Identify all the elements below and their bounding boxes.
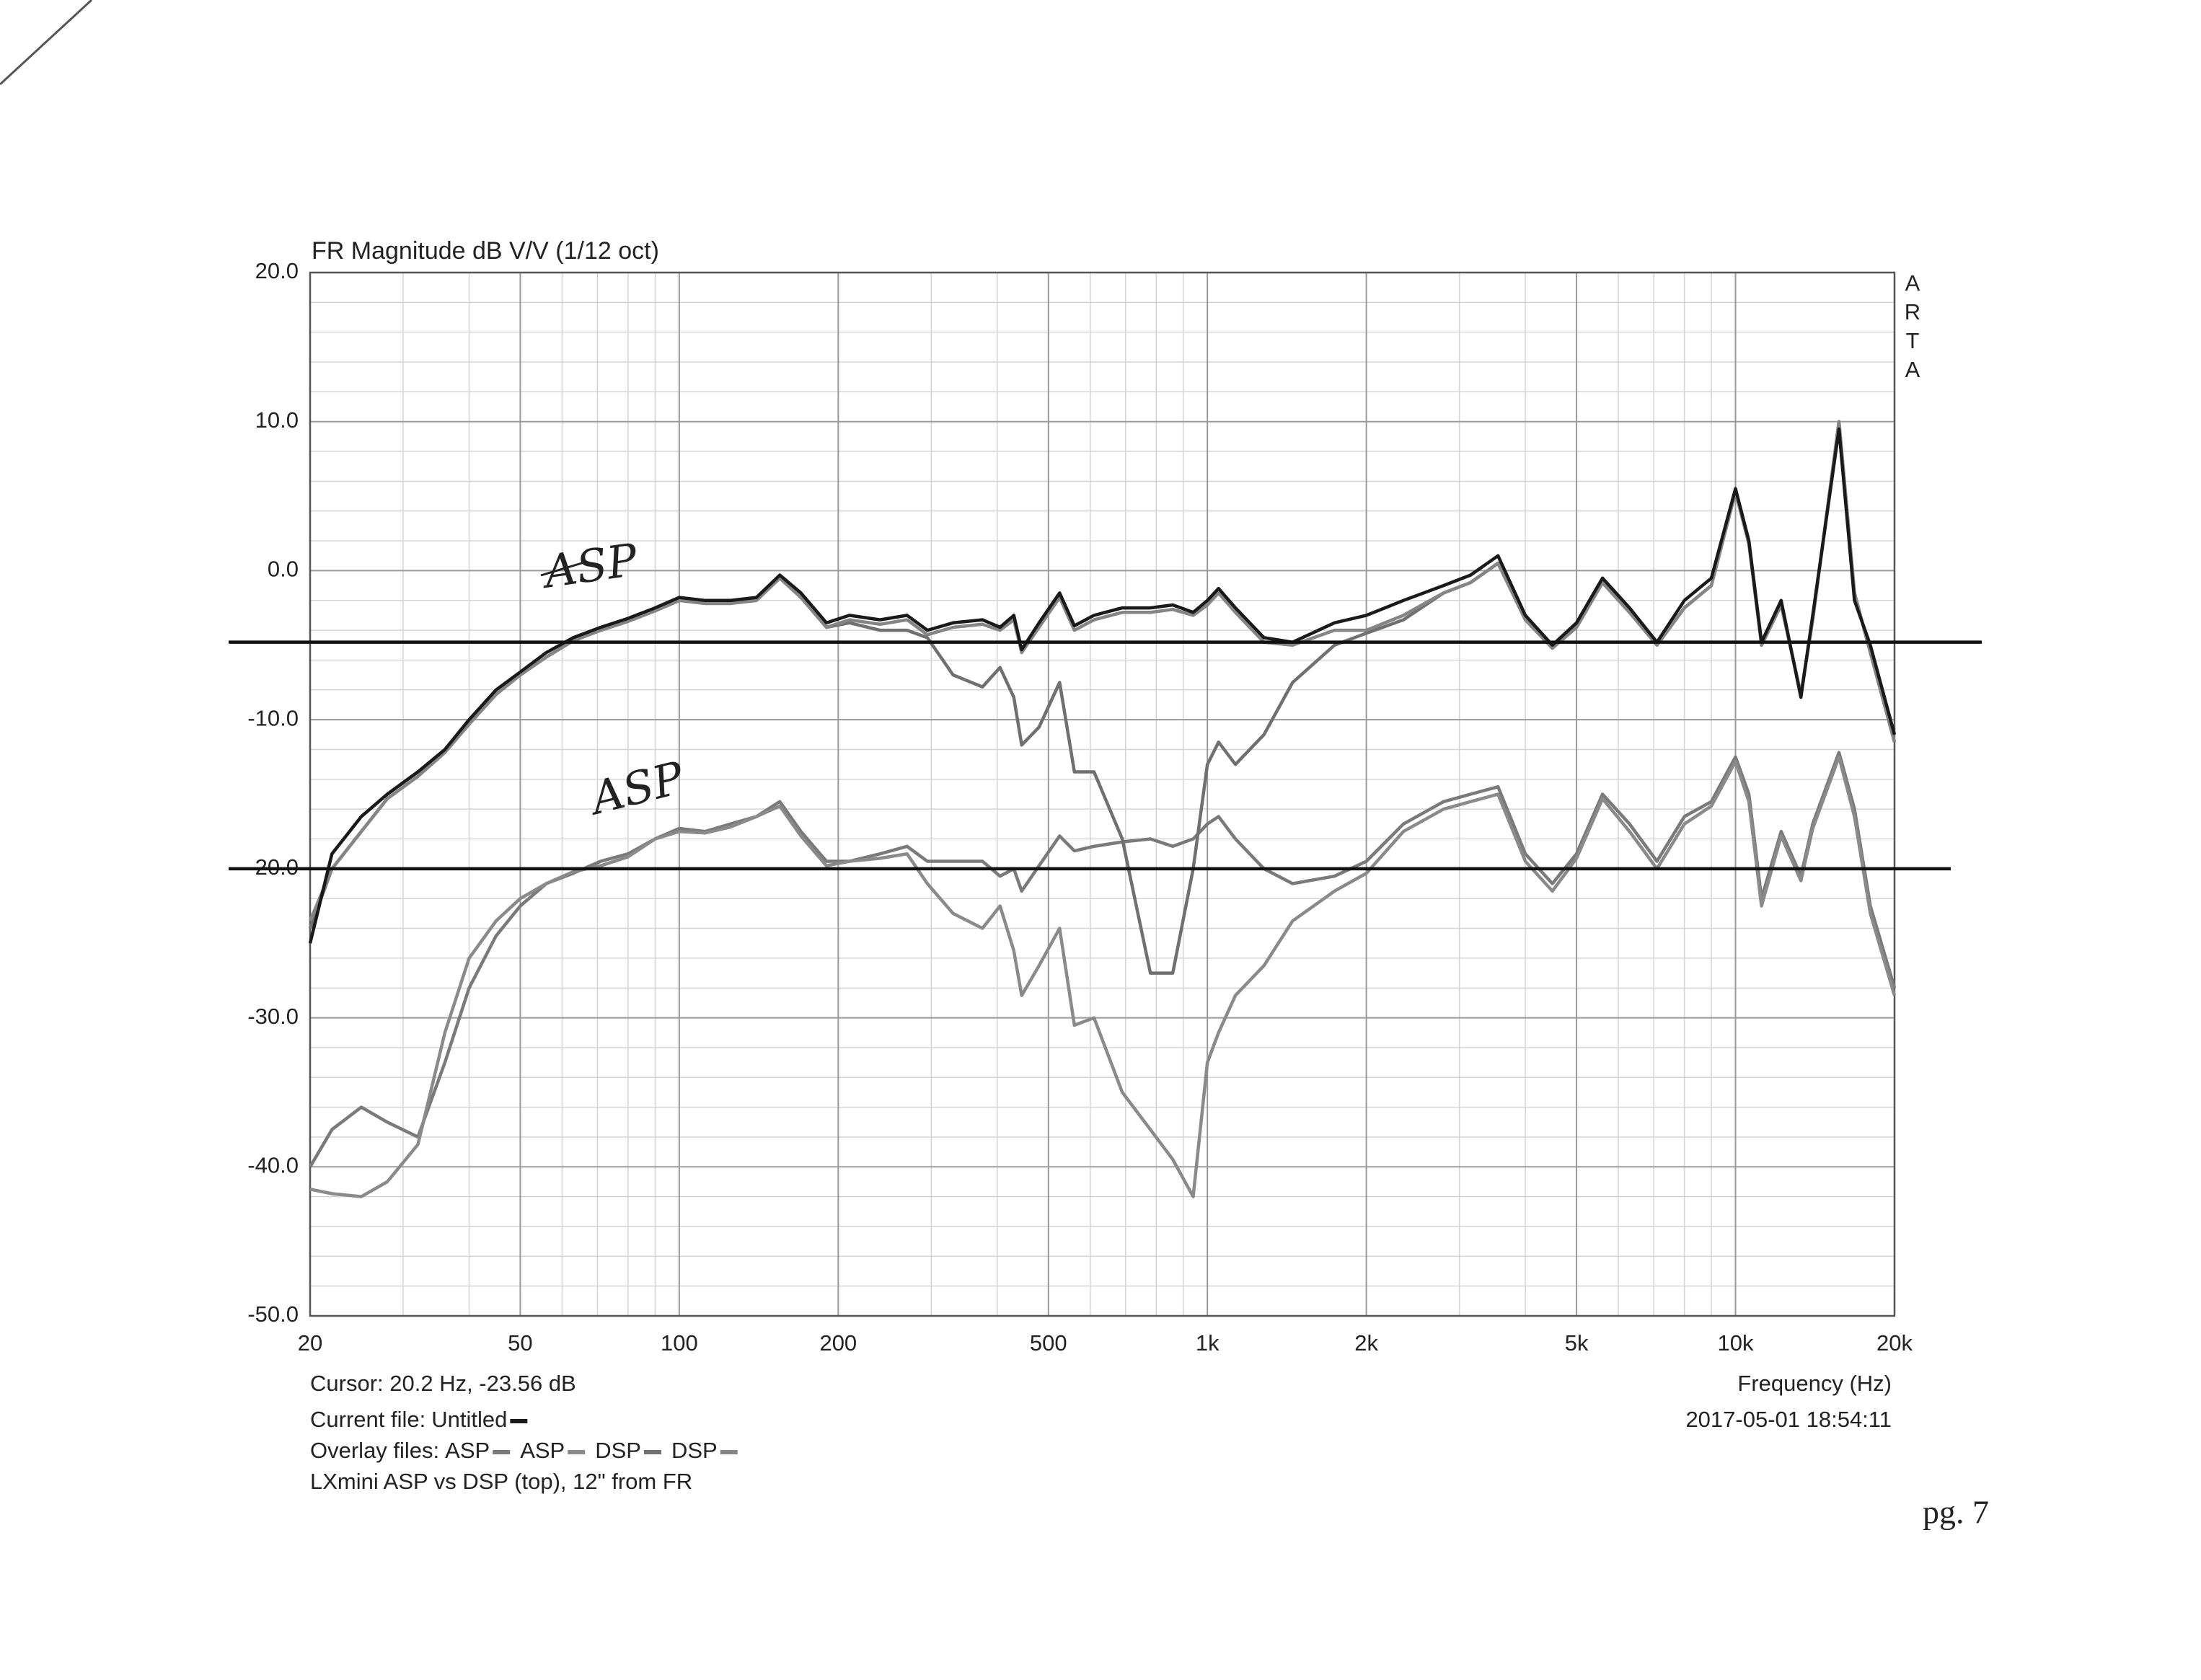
legend-swatch xyxy=(510,1419,528,1423)
x-tick-label: 100 xyxy=(661,1330,698,1356)
x-tick-label: 500 xyxy=(1030,1330,1067,1356)
timestamp: 2017-05-01 18:54:11 xyxy=(1685,1407,1892,1432)
watermark-letter: A xyxy=(1905,270,1920,296)
watermark-letter: A xyxy=(1905,357,1920,382)
legend-swatch xyxy=(568,1450,586,1454)
x-tick-label: 50 xyxy=(508,1330,532,1356)
series-line xyxy=(308,420,1897,922)
legend-entry: ASP xyxy=(445,1438,490,1463)
cursor-readout: Cursor: 20.2 Hz, -23.56 dB xyxy=(310,1371,576,1396)
chart-title: FR Magnitude dB V/V (1/12 oct) xyxy=(312,237,659,265)
legend-entry: Untitled xyxy=(431,1407,507,1432)
legend-entry: DSP xyxy=(595,1438,641,1463)
legend-swatch xyxy=(720,1450,738,1454)
strike-mark xyxy=(540,561,585,577)
series-line xyxy=(309,751,1897,1168)
page-corner xyxy=(0,0,93,86)
legend-swatch xyxy=(643,1450,661,1454)
y-tick-label: 10.0 xyxy=(255,407,299,433)
legend-entry: DSP xyxy=(671,1438,718,1463)
legend-entry: ASP xyxy=(520,1438,565,1463)
x-tick-label: 20 xyxy=(298,1330,322,1356)
legend-label: Overlay files: xyxy=(310,1438,439,1463)
series-line xyxy=(308,427,1897,944)
x-tick-label: 10k xyxy=(1718,1330,1754,1356)
watermark-letter: R xyxy=(1905,299,1920,324)
x-tick-label: 1k xyxy=(1196,1330,1219,1356)
x-tick-label: 2k xyxy=(1354,1330,1378,1356)
series-line xyxy=(309,755,1897,1198)
page-number: pg. 7 xyxy=(1923,1494,1989,1531)
y-tick-label: 20.0 xyxy=(255,258,299,283)
x-tick-label: 20k xyxy=(1876,1330,1913,1356)
plot-frame xyxy=(309,271,1896,1317)
y-tick-label: -40.0 xyxy=(247,1152,299,1177)
x-axis-label: Frequency (Hz) xyxy=(1737,1371,1892,1396)
y-tick-label: -30.0 xyxy=(247,1004,299,1029)
legend-swatch xyxy=(493,1450,511,1454)
y-tick-label: -20.0 xyxy=(247,854,299,880)
y-tick-label: -50.0 xyxy=(247,1301,299,1327)
y-tick-label: -10.0 xyxy=(247,705,299,730)
y-tick-label: 0.0 xyxy=(268,557,299,582)
watermark-letter: T xyxy=(1906,328,1920,353)
description: LXmini ASP vs DSP (top), 12" from FR xyxy=(310,1469,692,1494)
x-tick-label: 5k xyxy=(1565,1330,1589,1356)
legend-label: Current file: xyxy=(310,1407,425,1432)
x-tick-label: 200 xyxy=(819,1330,857,1356)
